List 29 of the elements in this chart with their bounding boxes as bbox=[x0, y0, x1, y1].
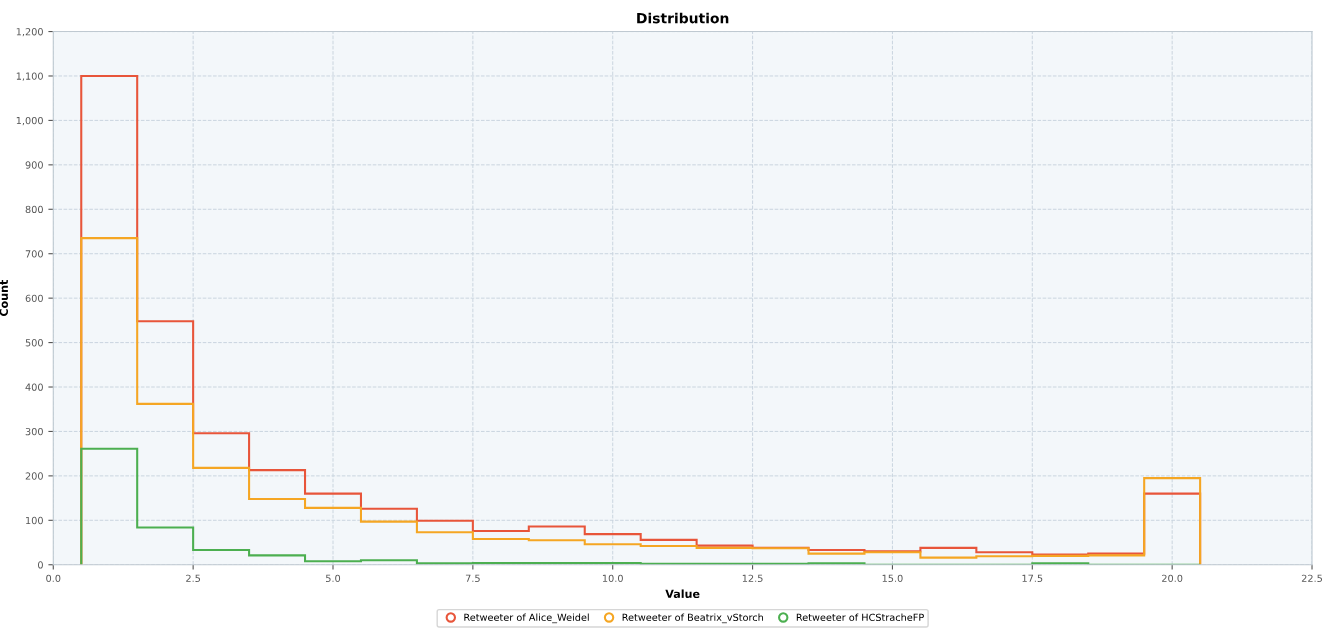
y-tick-label: 1,100 bbox=[16, 72, 43, 81]
x-tick-label: 0.0 bbox=[46, 574, 61, 582]
y-tick-label: 900 bbox=[25, 161, 43, 169]
x-tick-label: 17.5 bbox=[1022, 574, 1043, 582]
x-tick-label: 15.0 bbox=[882, 574, 903, 582]
y-tick-label: 700 bbox=[25, 250, 43, 258]
legend-label: Retweeter of Beatrix_vStorch bbox=[622, 613, 763, 624]
x-tick-label: 5.0 bbox=[326, 574, 341, 582]
y-tick-label: 600 bbox=[25, 294, 43, 302]
legend-label: Retweeter of HCStracheFP bbox=[796, 613, 924, 622]
chart-title: Distribution bbox=[637, 12, 729, 24]
legend-label: Retweeter of Alice_Weidel bbox=[464, 613, 589, 624]
y-tick-label: 1,200 bbox=[16, 28, 43, 37]
y-tick-label: 300 bbox=[25, 427, 43, 436]
y-tick-label: 400 bbox=[25, 383, 43, 391]
y-tick-label: 800 bbox=[25, 205, 43, 214]
y-tick-label: 200 bbox=[25, 472, 43, 480]
y-tick-label: 500 bbox=[25, 339, 43, 347]
x-tick-label: 12.5 bbox=[742, 574, 763, 582]
y-axis-title: Count bbox=[0, 279, 9, 317]
y-tick-label: 0 bbox=[38, 561, 43, 569]
x-tick-label: 10.0 bbox=[602, 574, 623, 582]
x-tick-label: 22.5 bbox=[1301, 574, 1322, 582]
y-tick-label: 1,000 bbox=[16, 116, 43, 126]
x-axis-title: Value bbox=[665, 589, 700, 599]
x-tick-label: 20.0 bbox=[1162, 574, 1183, 582]
x-tick-label: 2.5 bbox=[186, 574, 201, 582]
y-tick-label: 100 bbox=[26, 516, 43, 525]
x-tick-label: 7.5 bbox=[465, 574, 480, 582]
